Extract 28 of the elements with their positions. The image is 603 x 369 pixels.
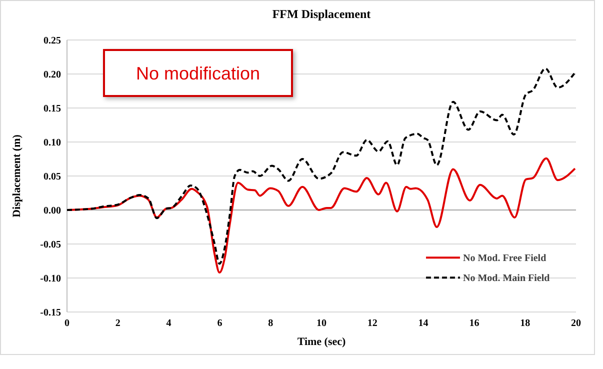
x-tick-label: 0 — [64, 318, 70, 329]
y-tick-label: 0.15 — [44, 104, 61, 114]
x-tick-label: 12 — [367, 318, 378, 329]
chart-title: FFM Displacement — [272, 7, 371, 21]
y-tick-label: 0.25 — [44, 36, 61, 46]
legend-label: No Mod. Free Field — [463, 253, 547, 264]
y-tick-label: -0.10 — [40, 274, 61, 284]
x-tick-label: 16 — [469, 318, 480, 329]
line-series — [66, 68, 576, 265]
x-tick-label: 14 — [418, 318, 428, 329]
x-tick-label: 8 — [268, 318, 274, 329]
x-tick-label: 20 — [571, 318, 581, 329]
x-tick-label: 2 — [115, 318, 120, 329]
annotation: No modification — [136, 63, 260, 84]
y-tick-label: 0.20 — [44, 70, 61, 80]
text-box: No modification — [103, 49, 293, 97]
y-tick-label: 0.10 — [44, 138, 61, 148]
y-axis-title: Displacement (m) — [11, 134, 23, 218]
x-tick-label: 6 — [217, 318, 222, 329]
legend-label: No Mod. Main Field — [463, 273, 550, 284]
x-axis-title: Time (sec) — [297, 336, 346, 348]
x-tick-label: 4 — [166, 318, 172, 329]
y-tick-label: -0.05 — [40, 240, 61, 250]
y-tick-label: 0.05 — [44, 172, 61, 182]
y-tick-label: 0.00 — [44, 206, 61, 216]
y-tick-label: -0.15 — [40, 308, 61, 318]
x-tick-label: 18 — [520, 318, 530, 329]
x-tick-label: 10 — [316, 318, 326, 329]
